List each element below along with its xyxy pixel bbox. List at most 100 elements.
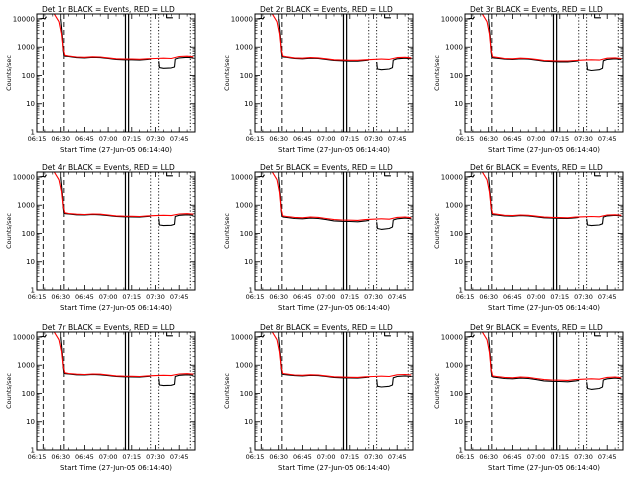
y-tick-label: 10000	[13, 15, 35, 23]
x-tick-label: 06:15	[28, 453, 47, 461]
y-tick-label: 10000	[231, 15, 253, 23]
series-lld-line	[53, 14, 194, 60]
y-tick-label: 10	[454, 418, 463, 426]
x-tick-label: 06:45	[75, 453, 94, 461]
series-lld-line	[271, 172, 412, 221]
x-axis-label: Start Time (27-Jun-05 06:14:40)	[60, 464, 172, 472]
x-tick-label: 07:30	[364, 135, 383, 143]
series-events-line	[466, 334, 475, 338]
series-events-line	[384, 332, 391, 337]
x-tick-label: 07:30	[574, 293, 593, 301]
y-axis-label: Counts/sec	[5, 213, 13, 249]
series-events-line	[586, 377, 622, 390]
y-tick-label: 100	[240, 390, 253, 398]
chart-title: Det 3r BLACK = Events, RED = LLD	[470, 5, 603, 14]
x-axis-label: Start Time (27-Jun-05 06:14:40)	[488, 464, 600, 472]
x-tick-label: 07:15	[340, 453, 359, 461]
x-tick-label: 07:00	[99, 135, 118, 143]
y-axis-label: Counts/sec	[433, 213, 441, 249]
x-tick-label: 06:15	[456, 453, 475, 461]
y-tick-label: 1000	[235, 362, 253, 370]
y-tick-label: 10	[26, 258, 35, 266]
x-tick-label: 06:30	[269, 453, 288, 461]
plot-area	[256, 14, 412, 71]
y-tick-label: 1000	[445, 202, 463, 210]
x-tick-label: 07:00	[99, 293, 118, 301]
x-tick-label: 06:45	[503, 453, 522, 461]
series-events-line	[256, 334, 265, 338]
y-tick-label: 1	[31, 129, 35, 137]
x-tick-label: 07:45	[388, 453, 407, 461]
chart-title: Det 5r BLACK = Events, RED = LLD	[260, 163, 393, 172]
x-tick-label: 06:15	[246, 293, 265, 301]
series-events-line	[38, 334, 47, 338]
chart-title: Det 2r BLACK = Events, RED = LLD	[260, 5, 393, 14]
x-tick-label: 07:45	[170, 453, 189, 461]
chart-panel-det-2: Det 2r BLACK = Events, RED = LLD Counts/s…	[223, 5, 414, 154]
x-tick-label: 07:30	[146, 135, 165, 143]
x-tick-label: 06:30	[479, 293, 498, 301]
x-tick-label: 07:00	[527, 135, 546, 143]
series-events-line	[376, 217, 412, 230]
x-tick-label: 07:15	[122, 293, 141, 301]
x-axis-label: Start Time (27-Jun-05 06:14:40)	[60, 146, 172, 154]
series-lld-line	[271, 332, 412, 378]
series-events-line	[166, 172, 173, 177]
series-events-line	[60, 176, 151, 218]
x-tick-label: 07:30	[574, 135, 593, 143]
y-axis-label: Counts/sec	[223, 55, 231, 91]
plot-frame	[254, 331, 414, 451]
y-tick-label: 100	[450, 230, 463, 238]
chart-title: Det 8r BLACK = Events, RED = LLD	[260, 323, 393, 332]
y-axis-label: Counts/sec	[5, 373, 13, 409]
x-tick-label: 06:30	[269, 293, 288, 301]
plot-area	[256, 172, 412, 230]
chart-panel-det-7: Det 7r BLACK = Events, RED = LLD Counts/s…	[5, 323, 196, 472]
chart-panel-det-4: Det 4r BLACK = Events, RED = LLD Counts/s…	[5, 163, 196, 312]
chart-panel-det-9: Det 9r BLACK = Events, RED = LLD Counts/s…	[433, 323, 624, 472]
series-events-line	[158, 214, 194, 227]
plot-area	[256, 332, 412, 388]
y-tick-label: 1000	[235, 202, 253, 210]
y-axis-label: Counts/sec	[223, 373, 231, 409]
x-tick-label: 07:15	[550, 293, 569, 301]
x-tick-label: 07:00	[317, 135, 336, 143]
y-tick-label: 10000	[231, 173, 253, 181]
chart-panel-det-1: Det 1r BLACK = Events, RED = LLD Counts/s…	[5, 5, 196, 154]
y-tick-label: 1000	[17, 202, 35, 210]
plot-frame	[36, 171, 196, 291]
x-axis-label: Start Time (27-Jun-05 06:14:40)	[488, 304, 600, 312]
y-tick-label: 100	[22, 72, 35, 80]
x-axis-label: Start Time (27-Jun-05 06:14:40)	[60, 304, 172, 312]
x-axis-label: Start Time (27-Jun-05 06:14:40)	[278, 146, 390, 154]
plot-area	[38, 332, 194, 387]
plot-area	[466, 332, 622, 390]
x-tick-label: 06:45	[293, 453, 312, 461]
x-tick-label: 06:30	[479, 135, 498, 143]
x-tick-label: 07:45	[170, 135, 189, 143]
plot-frame	[36, 13, 196, 133]
series-events-line	[166, 332, 173, 337]
plot-area	[38, 14, 194, 69]
x-tick-label: 07:15	[122, 135, 141, 143]
y-tick-label: 1	[249, 287, 253, 295]
y-axis-label: Counts/sec	[433, 373, 441, 409]
x-tick-label: 07:00	[317, 293, 336, 301]
y-tick-label: 1000	[17, 44, 35, 52]
series-events-line	[38, 16, 47, 20]
x-tick-label: 07:30	[146, 453, 165, 461]
x-tick-label: 07:30	[574, 453, 593, 461]
y-tick-label: 10000	[441, 333, 463, 341]
series-events-line	[256, 174, 265, 178]
y-tick-label: 1	[459, 287, 463, 295]
x-tick-label: 07:15	[122, 453, 141, 461]
x-tick-label: 07:45	[598, 135, 617, 143]
x-tick-label: 06:45	[75, 293, 94, 301]
plot-area	[466, 14, 622, 72]
plot-area	[38, 172, 194, 227]
x-tick-label: 06:45	[293, 293, 312, 301]
plot-frame	[254, 171, 414, 291]
y-tick-label: 10000	[441, 15, 463, 23]
x-axis-label: Start Time (27-Jun-05 06:14:40)	[278, 464, 390, 472]
x-tick-label: 06:30	[51, 453, 70, 461]
